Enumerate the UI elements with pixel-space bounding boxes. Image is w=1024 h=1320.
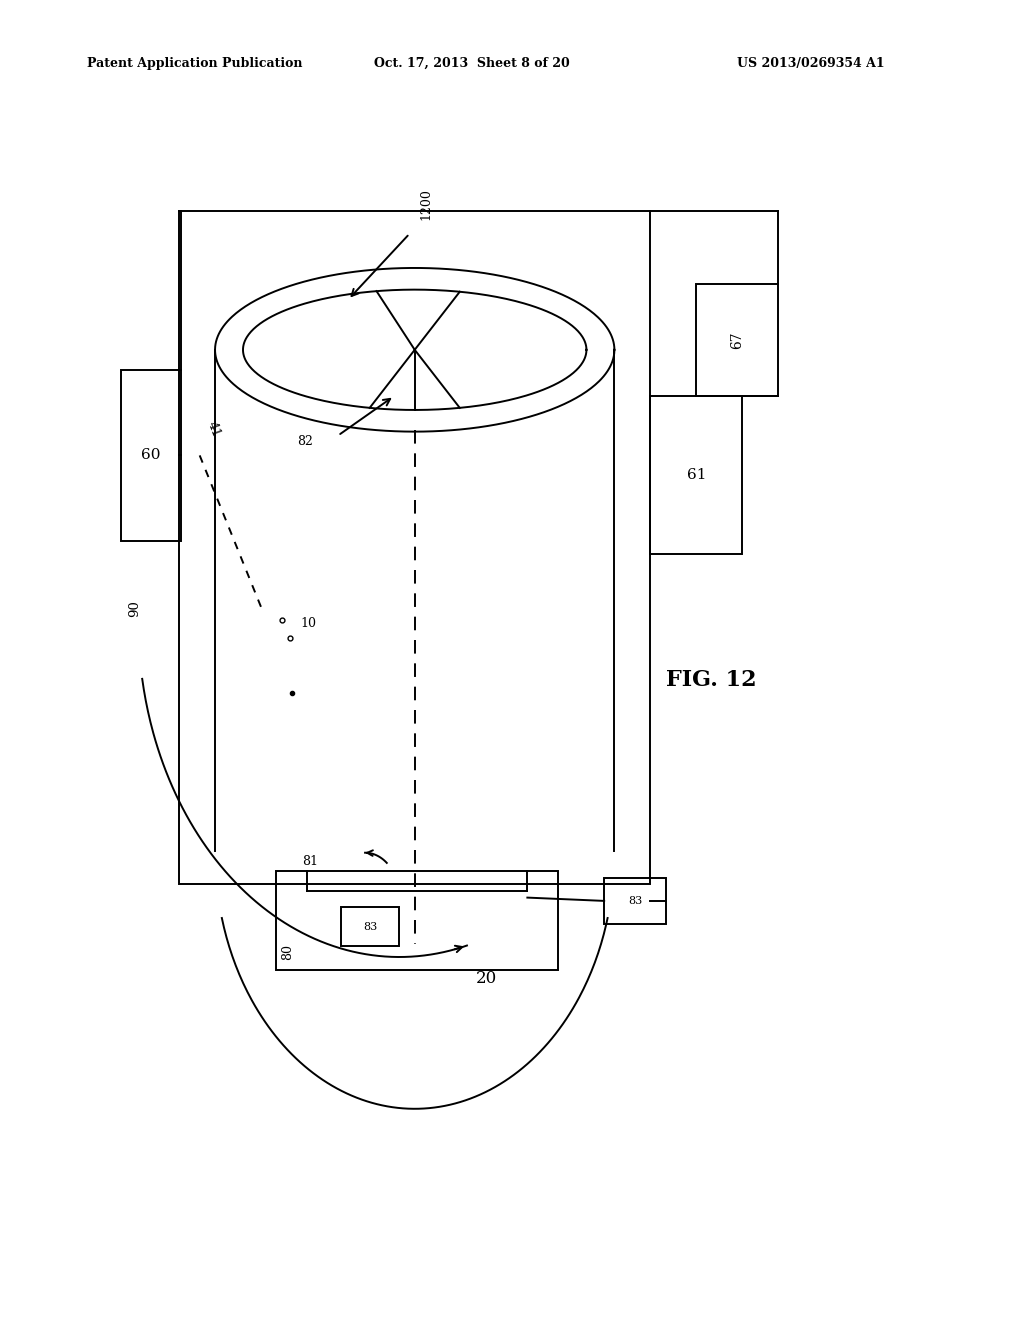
Bar [276,871,558,970]
Text: 41: 41 [205,420,222,438]
Text: 10: 10 [300,616,316,630]
Bar [341,907,399,946]
Bar [604,878,666,924]
Text: 83: 83 [364,921,377,932]
Bar [650,396,742,554]
Text: US 2013/0269354 A1: US 2013/0269354 A1 [737,57,885,70]
Text: 82: 82 [297,434,313,447]
Bar [696,284,778,396]
Text: 20: 20 [476,970,498,987]
Text: Patent Application Publication: Patent Application Publication [87,57,302,70]
Text: 60: 60 [141,449,161,462]
Text: FIG. 12: FIG. 12 [667,669,757,692]
Text: 90: 90 [128,599,141,616]
Text: 83: 83 [628,896,642,906]
Bar [121,370,181,541]
Text: 80: 80 [282,944,295,960]
Text: Oct. 17, 2013  Sheet 8 of 20: Oct. 17, 2013 Sheet 8 of 20 [374,57,569,70]
Text: 67: 67 [730,331,744,348]
Bar [179,211,650,884]
Text: 1200: 1200 [420,189,433,220]
Text: 61: 61 [686,469,707,482]
Text: 81: 81 [302,854,318,867]
